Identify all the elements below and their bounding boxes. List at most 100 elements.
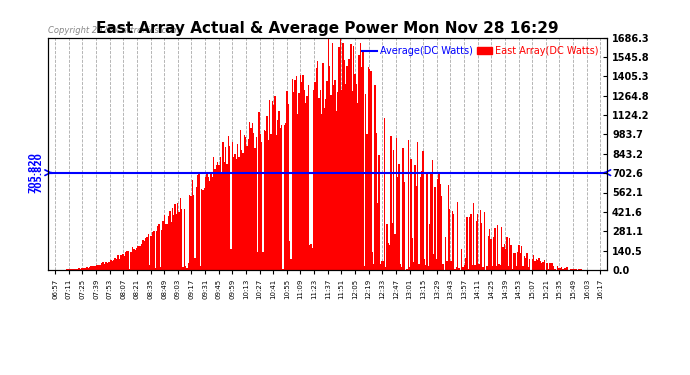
Bar: [357, 103, 359, 270]
Bar: [549, 263, 551, 270]
Bar: [455, 267, 457, 270]
Bar: [445, 237, 446, 270]
Bar: [352, 92, 353, 270]
Bar: [310, 244, 312, 270]
Bar: [139, 246, 140, 270]
Bar: [248, 139, 249, 270]
Bar: [170, 222, 172, 270]
Bar: [502, 247, 504, 270]
Bar: [355, 74, 356, 270]
Bar: [441, 196, 442, 270]
Bar: [368, 67, 369, 270]
Bar: [565, 268, 566, 270]
Bar: [574, 269, 575, 270]
Bar: [525, 258, 526, 270]
Bar: [244, 135, 245, 270]
Bar: [236, 159, 237, 270]
Bar: [285, 123, 286, 270]
Bar: [451, 261, 452, 270]
Bar: [141, 244, 143, 270]
Bar: [215, 169, 216, 270]
Bar: [225, 147, 226, 270]
Bar: [218, 165, 220, 270]
Bar: [506, 237, 508, 270]
Bar: [406, 268, 408, 270]
Bar: [157, 226, 159, 270]
Bar: [89, 267, 90, 270]
Bar: [109, 262, 110, 270]
Bar: [389, 245, 391, 270]
Bar: [106, 263, 108, 270]
Bar: [325, 99, 326, 270]
Bar: [296, 76, 297, 270]
Bar: [270, 134, 272, 270]
Bar: [382, 261, 384, 270]
Bar: [578, 269, 580, 270]
Bar: [558, 267, 560, 270]
Bar: [512, 268, 513, 270]
Bar: [446, 261, 448, 270]
Bar: [359, 43, 361, 270]
Bar: [449, 209, 451, 270]
Bar: [179, 198, 181, 270]
Bar: [561, 267, 562, 270]
Bar: [132, 247, 133, 270]
Bar: [346, 66, 348, 270]
Bar: [529, 258, 531, 270]
Bar: [152, 232, 153, 270]
Bar: [328, 38, 329, 270]
Bar: [252, 123, 253, 270]
Bar: [345, 84, 346, 270]
Bar: [76, 269, 77, 270]
Bar: [281, 124, 282, 270]
Bar: [122, 254, 124, 270]
Bar: [186, 268, 188, 270]
Bar: [239, 129, 241, 270]
Bar: [144, 241, 145, 270]
Bar: [182, 267, 184, 270]
Bar: [411, 159, 412, 270]
Bar: [136, 248, 137, 270]
Bar: [255, 148, 256, 270]
Bar: [401, 267, 402, 270]
Bar: [125, 252, 126, 270]
Bar: [358, 54, 359, 270]
Bar: [452, 211, 453, 270]
Bar: [129, 269, 130, 270]
Bar: [397, 177, 398, 270]
Bar: [168, 216, 169, 270]
Bar: [484, 212, 485, 270]
Bar: [369, 69, 371, 270]
Bar: [400, 264, 401, 270]
Bar: [489, 229, 491, 270]
Bar: [378, 155, 380, 270]
Bar: [361, 67, 362, 270]
Bar: [454, 269, 456, 270]
Bar: [302, 75, 304, 270]
Bar: [276, 135, 277, 270]
Bar: [517, 252, 518, 270]
Bar: [82, 268, 84, 270]
Bar: [299, 75, 301, 270]
Bar: [482, 267, 484, 270]
Bar: [385, 267, 386, 270]
Bar: [495, 266, 497, 270]
Bar: [371, 72, 372, 270]
Bar: [258, 112, 260, 270]
Bar: [533, 255, 535, 270]
Bar: [504, 244, 505, 270]
Bar: [337, 92, 339, 270]
Bar: [474, 264, 476, 270]
Bar: [139, 246, 141, 270]
Bar: [117, 255, 119, 270]
Bar: [121, 255, 123, 270]
Bar: [492, 266, 493, 270]
Bar: [221, 172, 222, 270]
Bar: [230, 249, 232, 270]
Bar: [301, 82, 302, 270]
Bar: [493, 237, 495, 270]
Bar: [465, 258, 466, 270]
Bar: [524, 256, 525, 270]
Bar: [480, 210, 481, 270]
Bar: [475, 221, 477, 270]
